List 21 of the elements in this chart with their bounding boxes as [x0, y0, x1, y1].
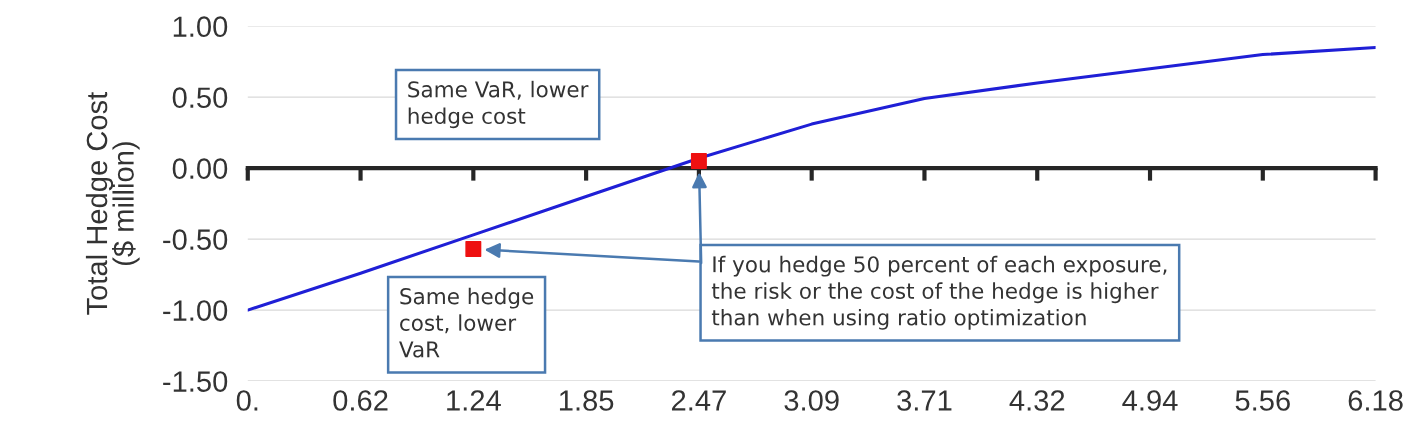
- x-tick-label: 3.71: [897, 390, 952, 411]
- x-tick-label: 0.62: [333, 390, 388, 411]
- x-tick-label: 6.18: [1348, 390, 1403, 411]
- y-tick-label: -1.00: [163, 300, 228, 321]
- x-tick-label: 1.24: [447, 390, 501, 411]
- y-tick-label: 0.00: [172, 158, 228, 179]
- x-tick-label: 2.47: [671, 390, 726, 411]
- x-tick-label: 4.32: [1009, 390, 1065, 411]
- y-tick-label: 1.00: [173, 16, 228, 38]
- y-tick-label: -0.50: [163, 229, 228, 250]
- x-tick-label: 4.94: [1122, 390, 1178, 411]
- annotation: Same hedge cost, lower VaR: [399, 287, 534, 358]
- y-axis-title: Total Hedge Cost ($ million): [85, 91, 140, 315]
- x-tick-label: 0.: [236, 390, 258, 411]
- annotation: If you hedge 50 percent of each exposure, the risk or the cost of the hedge is higher than when using ratio optimization: [711, 255, 1167, 330]
- y-tick-label: -1.50: [163, 371, 228, 392]
- x-tick-label: 5.56: [1235, 390, 1290, 411]
- x-tick-label: 1.85: [559, 390, 614, 411]
- x-tick-label: 3.09: [784, 390, 839, 411]
- y-tick-label: 0.50: [172, 87, 228, 108]
- annotation: Same VaR, lower hedge cost: [408, 80, 589, 129]
